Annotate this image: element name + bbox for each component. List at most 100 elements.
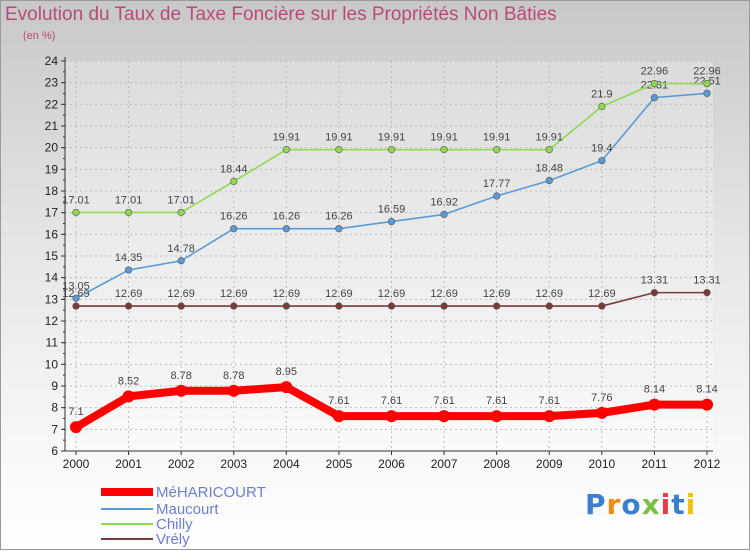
chart-unit: (en %) xyxy=(23,30,56,42)
data-label: 12.69 xyxy=(167,288,195,300)
data-point xyxy=(598,102,606,111)
data-point xyxy=(387,302,396,310)
data-label: 16.59 xyxy=(378,204,406,216)
data-label: 19.91 xyxy=(430,132,458,144)
legend-label: Chilly xyxy=(156,516,193,533)
data-label: 19.91 xyxy=(535,132,563,144)
data-label: 19.91 xyxy=(273,132,301,144)
data-point xyxy=(543,410,556,423)
data-label: 16.26 xyxy=(273,211,301,223)
data-point xyxy=(387,217,396,226)
data-point xyxy=(177,257,185,265)
data-point xyxy=(230,302,238,310)
x-tick-label: 2006 xyxy=(378,457,405,471)
data-point xyxy=(282,302,290,310)
data-label: 12.69 xyxy=(483,288,511,300)
legend-label: Vrély xyxy=(156,531,190,548)
data-point xyxy=(72,302,80,310)
data-point xyxy=(438,410,451,423)
data-point xyxy=(230,177,238,186)
y-tick-label: 21 xyxy=(45,119,59,133)
data-point xyxy=(282,225,290,233)
data-label: 12.69 xyxy=(273,288,301,300)
chart-title: Evolution du Taux de Taxe Foncière sur l… xyxy=(5,4,557,25)
y-tick-label: 13 xyxy=(45,292,59,306)
x-tick-label: 2004 xyxy=(273,457,300,471)
x-tick-label: 2005 xyxy=(326,457,353,471)
data-label: 21.9 xyxy=(591,89,612,101)
data-point xyxy=(70,421,82,434)
data-label: 18.44 xyxy=(220,163,248,175)
y-tick-label: 22 xyxy=(45,97,59,111)
y-tick-label: 11 xyxy=(46,336,59,350)
x-tick-label: 2011 xyxy=(642,457,668,471)
x-tick-label: 2000 xyxy=(63,457,90,471)
data-label: 7.76 xyxy=(591,392,612,404)
data-point xyxy=(545,146,553,154)
data-label: 13.31 xyxy=(693,275,721,287)
y-tick-label: 14 xyxy=(45,271,59,285)
data-label: 8.95 xyxy=(276,366,297,378)
data-point xyxy=(280,381,293,394)
x-tick-label: 2002 xyxy=(168,457,195,471)
data-label: 7.61 xyxy=(486,395,507,407)
legend-label: MéHARICOURT xyxy=(156,484,266,501)
data-label: 12.69 xyxy=(115,288,143,300)
data-label: 12.69 xyxy=(62,288,90,300)
data-label: 22.96 xyxy=(693,66,721,78)
data-label: 12.69 xyxy=(325,288,353,300)
x-tick-label: 2003 xyxy=(220,457,247,471)
legend-label: Maucourt xyxy=(156,501,219,518)
y-tick-label: 12 xyxy=(45,314,59,328)
data-label: 7.61 xyxy=(433,395,454,407)
data-point xyxy=(177,302,185,310)
y-tick-label: 9 xyxy=(51,379,58,393)
data-label: 17.01 xyxy=(167,194,195,206)
data-label: 17.01 xyxy=(62,194,90,206)
data-point xyxy=(493,302,501,310)
data-label: 16.92 xyxy=(430,196,458,208)
data-label: 7.1 xyxy=(68,406,83,418)
data-label: 22.96 xyxy=(641,66,669,78)
data-point xyxy=(648,398,661,411)
data-label: 17.77 xyxy=(483,178,511,190)
data-point xyxy=(493,146,501,154)
data-label: 19.91 xyxy=(325,132,353,144)
data-label: 19.4 xyxy=(591,143,612,155)
data-point xyxy=(650,289,659,297)
data-label: 12.69 xyxy=(430,288,458,300)
data-label: 13.05 xyxy=(62,280,90,292)
data-point xyxy=(545,177,553,185)
data-point xyxy=(650,79,659,88)
data-point xyxy=(177,208,185,217)
x-tick-label: 2008 xyxy=(483,457,510,471)
data-point xyxy=(332,410,345,423)
data-label: 12.69 xyxy=(378,288,406,300)
data-point xyxy=(72,208,80,217)
data-point xyxy=(703,89,711,97)
data-label: 19.91 xyxy=(483,132,511,144)
data-point xyxy=(440,146,448,154)
data-point xyxy=(490,410,503,423)
data-point xyxy=(230,225,238,233)
data-label: 8.52 xyxy=(118,375,139,387)
y-tick-label: 19 xyxy=(45,162,59,176)
y-tick-label: 7 xyxy=(51,422,58,436)
data-point xyxy=(598,157,606,165)
data-label: 17.01 xyxy=(115,194,143,206)
data-point xyxy=(703,289,711,297)
data-label: 8.78 xyxy=(223,370,244,382)
data-point xyxy=(598,302,606,310)
data-point xyxy=(335,146,343,154)
proxiti-logo: Proxiti xyxy=(585,488,697,521)
data-point xyxy=(335,225,343,233)
y-tick-label: 23 xyxy=(45,76,59,90)
y-tick-label: 6 xyxy=(51,444,58,458)
data-label: 14.78 xyxy=(167,243,195,255)
data-label: 14.35 xyxy=(115,252,143,264)
y-tick-label: 15 xyxy=(45,249,59,263)
data-point xyxy=(124,266,133,274)
data-label: 18.48 xyxy=(535,163,563,175)
